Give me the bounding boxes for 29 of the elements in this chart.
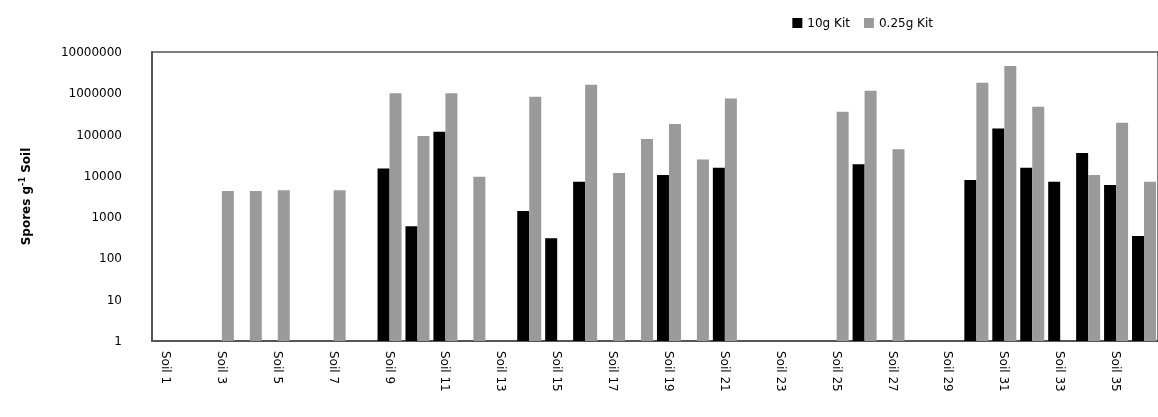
legend-label: 10g Kit <box>807 16 851 30</box>
x-tick-label: Soil 15 <box>550 351 565 392</box>
x-tick-label: Soil 33 <box>1053 351 1068 392</box>
x-tick-label: Soil 25 <box>829 351 844 392</box>
x-tick-label: Soil 7 <box>326 351 341 385</box>
x-tick-label: Soil 9 <box>382 351 397 385</box>
x-tick-label: Soil 5 <box>270 351 285 385</box>
y-tick-label: 100 <box>99 251 122 266</box>
x-tick-label: Soil 19 <box>661 351 676 392</box>
x-tick-label: Soil 3 <box>214 351 229 385</box>
x-tick-label: Soil 11 <box>438 351 453 392</box>
x-tick-label: Soil 27 <box>885 351 900 392</box>
y-tick-label: 10000 <box>83 168 122 183</box>
x-tick-label: Soil 21 <box>717 351 732 392</box>
y-tick-label: 10 <box>106 292 122 307</box>
y-axis-title: Spores g-1 Soil <box>17 147 33 246</box>
x-tick-label: Soil 17 <box>606 351 621 392</box>
legend-label: 0.25g Kit <box>878 16 934 30</box>
x-tick-label: Soil 1 <box>158 351 173 385</box>
y-tick-label: 10000000 <box>60 45 122 59</box>
x-tick-label: Soil 13 <box>494 351 509 392</box>
y-tick-label: 1000000 <box>68 86 122 101</box>
x-tick-label: Soil 23 <box>773 351 788 392</box>
y-tick-label: 1 <box>114 334 122 348</box>
y-tick-label: 1000 <box>91 210 122 225</box>
x-tick-label: Soil 35 <box>1109 351 1124 392</box>
x-tick-label: Soil 29 <box>941 351 956 392</box>
x-tick-label: Soil 31 <box>997 351 1012 392</box>
y-tick-label: 100000 <box>76 127 122 142</box>
